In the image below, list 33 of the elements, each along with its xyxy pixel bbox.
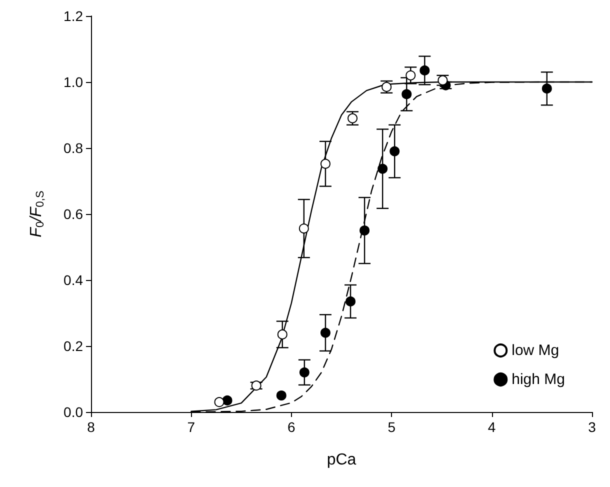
point [276,390,286,400]
point [346,296,356,306]
x-tick-label: 8 [87,419,96,435]
y-tick-label: 0.8 [64,140,84,156]
point [542,84,552,94]
point [320,328,330,338]
point [214,397,224,408]
point [420,65,430,76]
x-tick-label: 3 [588,419,596,435]
y-tick-label: 0.0 [64,404,84,420]
x-tick-label: 7 [187,419,196,435]
point [298,224,309,234]
x-tick-label: 5 [388,419,396,435]
x-tick-label: 4 [488,419,496,435]
point [402,89,412,100]
point [378,164,388,174]
y-tick-label: 1.2 [64,8,84,24]
point [277,329,288,340]
point [222,395,232,406]
legend-label: high Mg [512,371,566,388]
point [390,146,400,156]
legend-label: low Mg [512,342,560,359]
y-axis-title: F0/F0,S [28,190,46,238]
y-tick-label: 0.2 [64,338,84,354]
point [360,226,370,236]
x-axis-title: pCa [326,452,356,468]
point [406,70,416,80]
y-tick-label: 0.4 [64,272,84,288]
point [299,367,310,378]
y-tick-label: 0.6 [64,206,84,222]
y-tick-label: 1.0 [64,74,84,90]
point [320,158,330,169]
x-tick-label: 6 [288,419,296,435]
